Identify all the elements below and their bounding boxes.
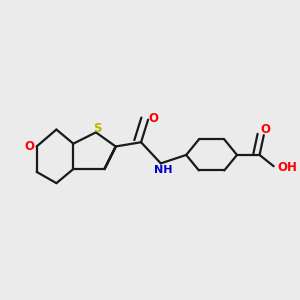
Text: S: S [93, 122, 102, 135]
Text: O: O [149, 112, 159, 125]
Text: O: O [25, 140, 34, 153]
Text: O: O [260, 123, 270, 136]
Text: NH: NH [154, 166, 173, 176]
Text: OH: OH [278, 161, 298, 174]
